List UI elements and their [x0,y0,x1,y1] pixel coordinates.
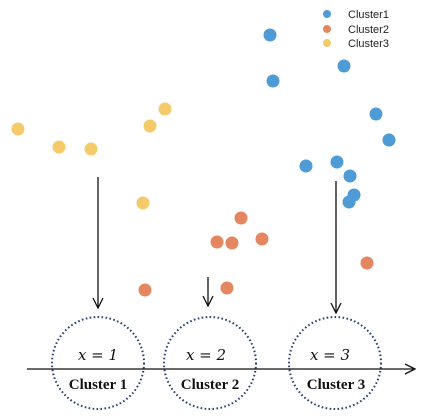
cluster-3-equation: x = 3 [310,346,350,364]
legend-label-cluster3: Cluster3 [348,38,389,50]
cluster3-point [136,196,150,210]
scatter-points [11,28,396,297]
cluster2-point [220,281,234,295]
legend-marker-cluster2 [323,25,331,33]
cluster3-point [52,140,66,154]
legend-item-cluster1: Cluster1 [323,9,389,21]
cluster2-point [210,235,224,249]
cluster3-point [11,122,25,136]
cluster3-point [84,142,98,156]
cluster-group-2: x = 2 Cluster 2 [163,316,257,410]
down-arrows [98,177,336,313]
cluster1-point [382,133,396,147]
cluster2-point [360,256,374,270]
cluster1-point [337,59,351,73]
cluster2-point [225,236,239,250]
legend-item-cluster2: Cluster2 [323,24,389,36]
cluster1-point [342,195,356,209]
cluster-group-1: x = 1 Cluster 1 [51,316,145,410]
legend: Cluster1 Cluster2 Cluster3 [323,9,389,50]
cluster-1-label: Cluster 1 [69,377,127,393]
cluster1-point [263,28,277,42]
cluster2-point [255,232,269,246]
cluster-3-label: Cluster 3 [307,377,365,393]
cluster1-point [343,169,357,183]
legend-marker-cluster3 [323,39,331,47]
cluster-3-circle [288,316,382,410]
cluster1-point [330,155,344,169]
legend-label-cluster2: Cluster2 [348,24,389,36]
cluster3-point [158,102,172,116]
cluster-2-circle [163,316,257,410]
legend-label-cluster1: Cluster1 [348,9,389,21]
cluster3-point [143,119,157,133]
cluster1-point [369,107,383,121]
cluster1-point [299,159,313,173]
legend-item-cluster3: Cluster3 [323,38,389,50]
cluster-2-label: Cluster 2 [181,377,239,393]
cluster2-point [234,211,248,225]
cluster1-point [266,74,280,88]
cluster-1-circle [51,316,145,410]
cluster-1-equation: x = 1 [78,346,118,364]
cluster-group-3: x = 3 Cluster 3 [288,316,382,410]
cluster2-point [138,283,152,297]
legend-marker-cluster1 [323,10,331,18]
cluster-2-equation: x = 2 [186,346,226,364]
